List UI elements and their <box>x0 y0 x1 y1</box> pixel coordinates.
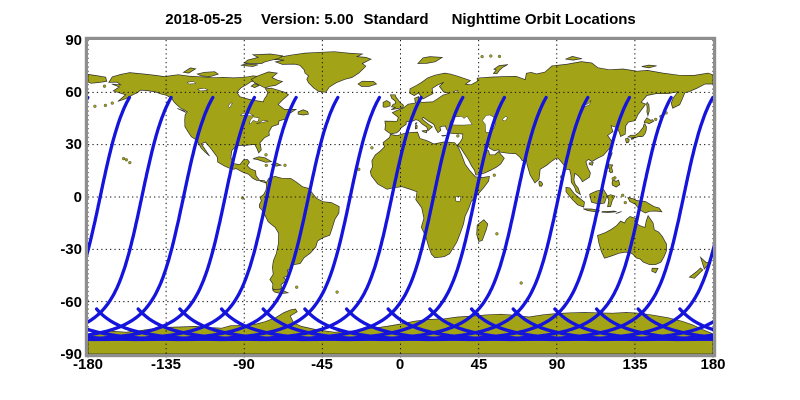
x-axis-tick-label: -180 <box>72 356 104 373</box>
y-axis-tick-label: 60 <box>65 84 82 101</box>
y-axis-tick-label: -30 <box>60 241 82 258</box>
title-version: Version: 5.00 <box>260 11 354 28</box>
y-axis-tick-label: 30 <box>65 136 82 153</box>
x-axis-tick-label: 90 <box>548 356 566 373</box>
title-date: 2018-05-25 <box>165 11 242 28</box>
x-axis-tick-label: -45 <box>311 356 333 373</box>
y-axis-tick-label: 0 <box>73 189 82 206</box>
x-axis-tick-label: 180 <box>700 356 726 373</box>
title-plot-name: Nighttime Orbit Locations <box>451 11 636 28</box>
x-axis-tick-label: -135 <box>150 356 182 373</box>
x-axis-tick-label: 45 <box>470 356 488 373</box>
y-axis-tick-label: 90 <box>65 32 82 49</box>
title-standard: Standard <box>363 11 429 28</box>
y-axis-tick-label: -60 <box>60 294 82 311</box>
plot-title: 2018-05-25 Version: 5.00 Standard Nighttime… <box>88 11 713 28</box>
x-axis-tick-label: -90 <box>233 356 255 373</box>
x-axis-tick-label: 0 <box>395 356 405 373</box>
y-axis-tick-label: -90 <box>60 346 82 363</box>
x-axis-tick-label: 135 <box>622 356 648 373</box>
